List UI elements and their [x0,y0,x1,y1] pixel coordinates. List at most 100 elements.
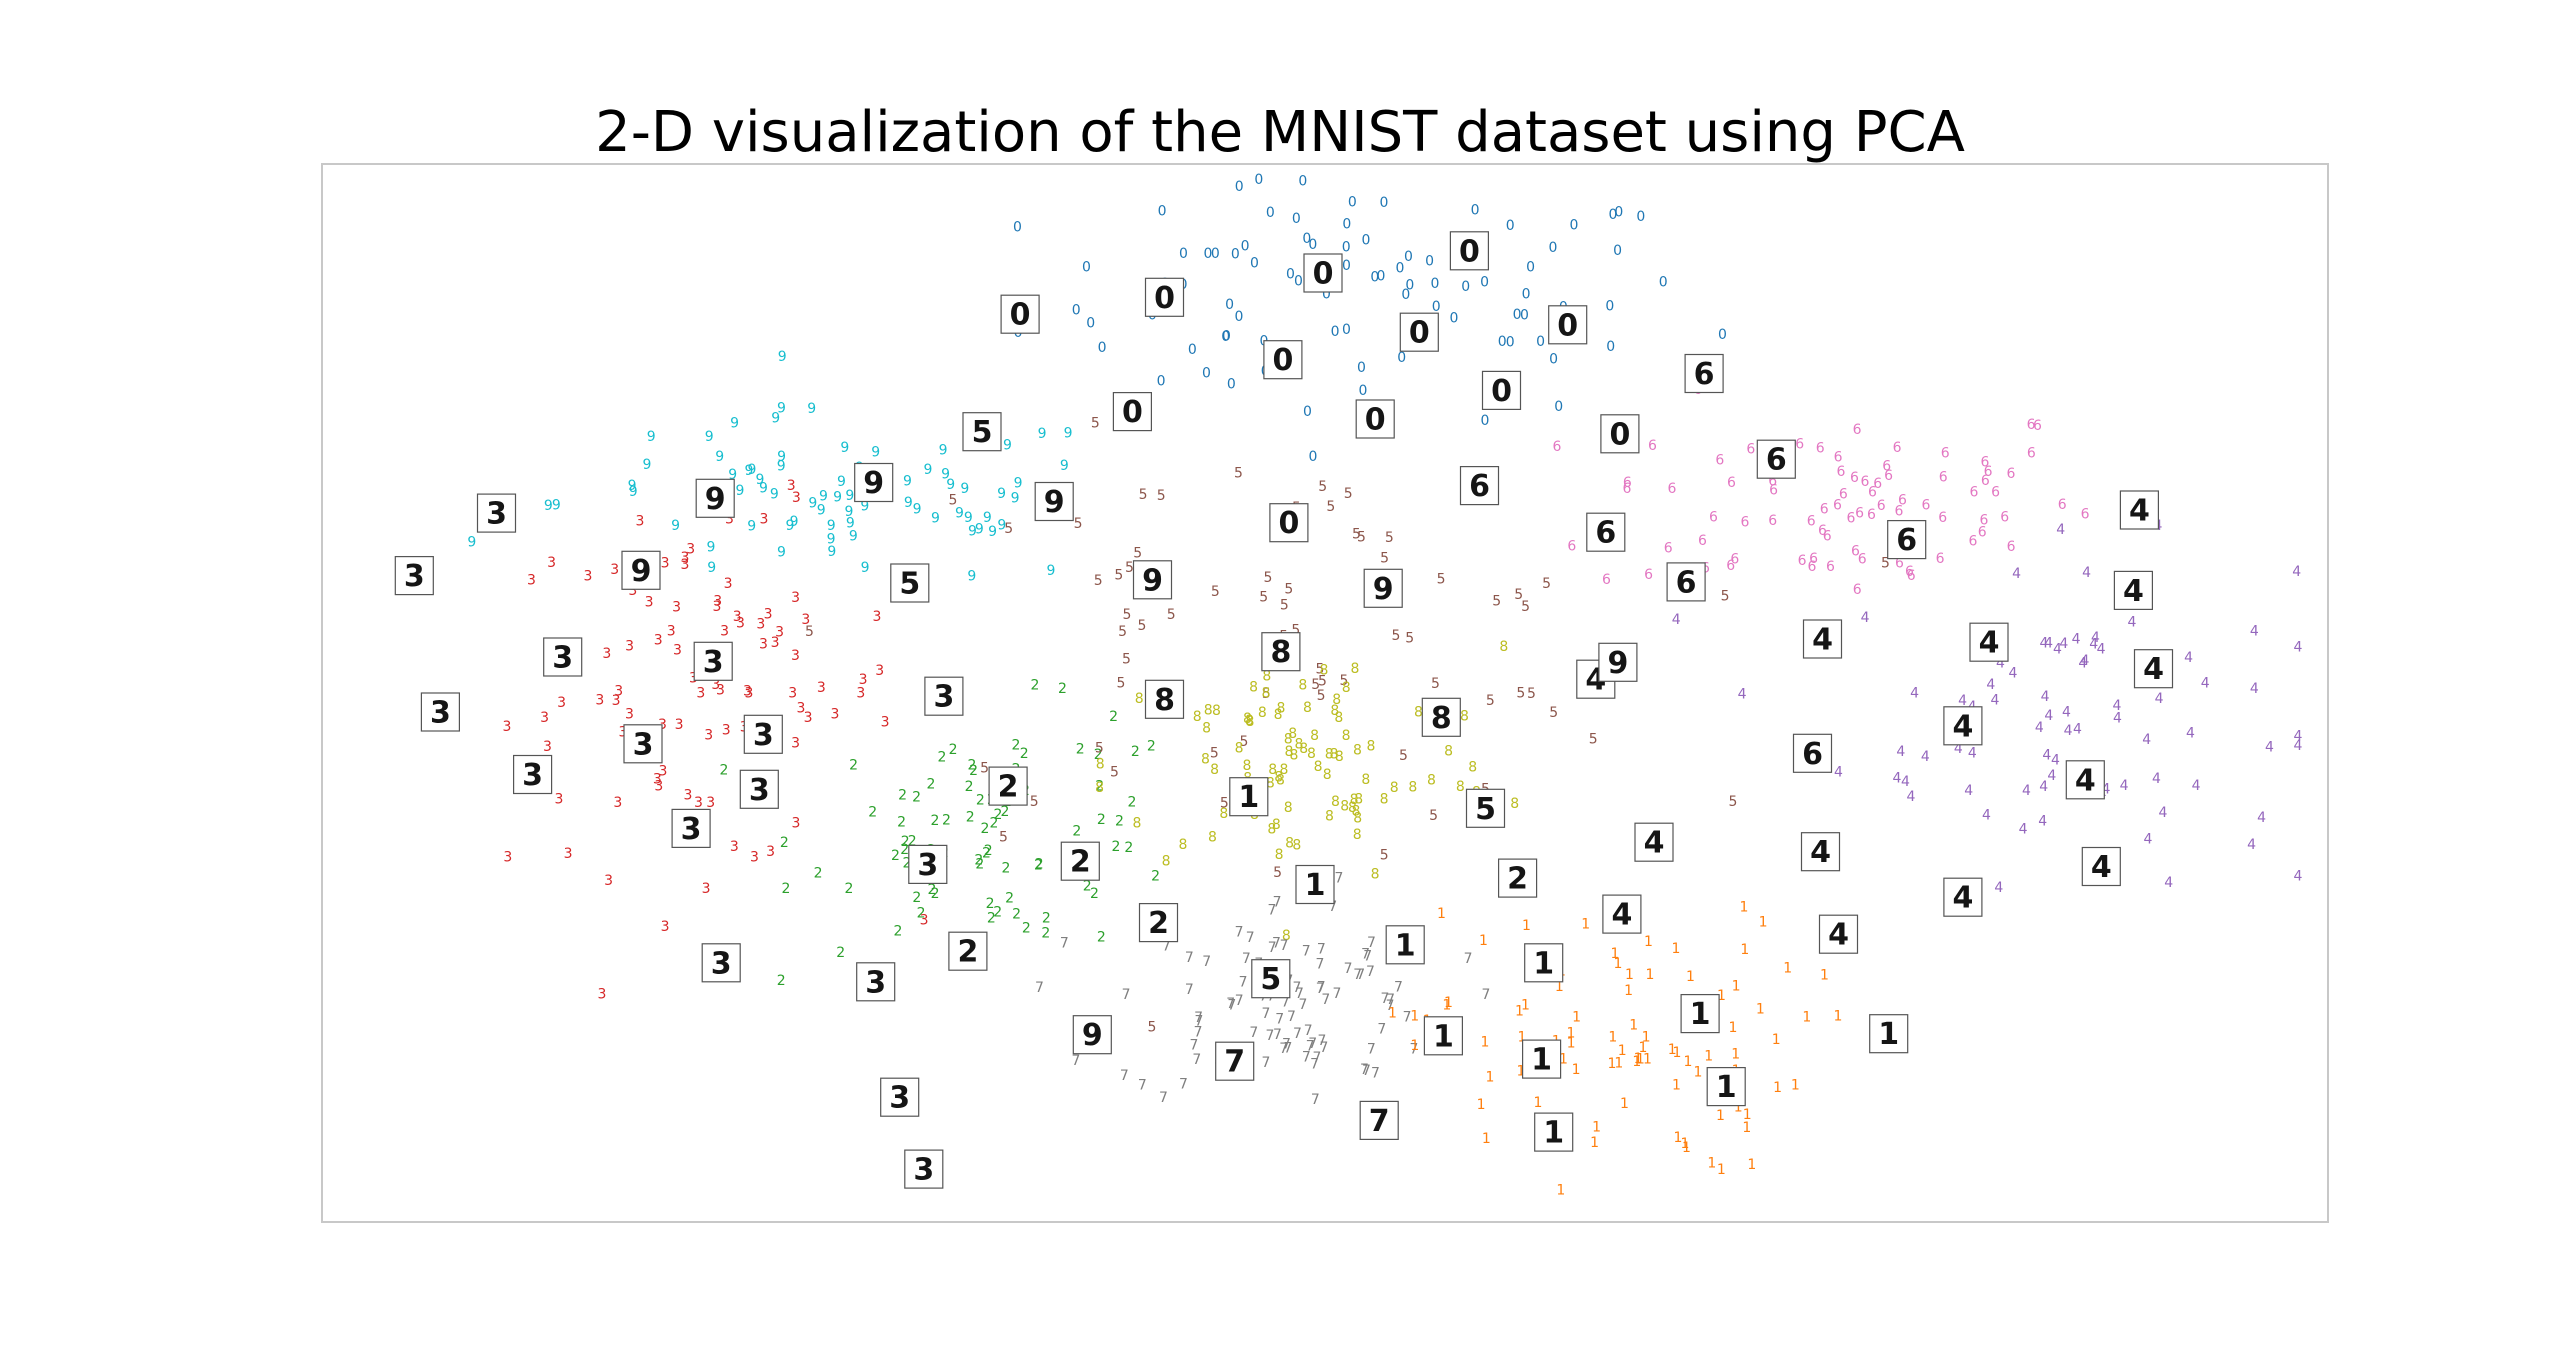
point-digit-9: 9 [1011,491,1020,507]
point-digit-7: 7 [1298,997,1307,1013]
point-digit-7: 7 [1464,951,1473,967]
point-digit-3: 3 [527,572,536,588]
point-digit-0: 0 [1506,218,1515,234]
thumbnail-digit-3: 3 [543,637,583,677]
point-digit-2: 2 [777,973,786,989]
thumbnail-frame [1421,697,1461,737]
point-digit-0: 0 [1086,315,1095,331]
point-digit-8: 8 [1332,692,1341,708]
point-digit-2: 2 [1012,907,1021,923]
point-digit-9: 9 [960,481,969,497]
point-digit-0: 0 [1221,329,1230,345]
point-digit-2: 2 [898,788,907,804]
point-digit-3: 3 [673,643,682,659]
point-digit-5: 5 [1284,581,1293,597]
thumbnail-glyph: 3 [522,758,543,793]
thumbnail-frame [1706,1066,1746,1107]
point-digit-4: 4 [2089,636,2098,652]
point-digit-2: 2 [986,896,995,912]
point-digit-9: 9 [827,532,836,548]
point-digit-4: 4 [2038,813,2047,829]
point-digit-8: 8 [1314,759,1323,775]
point-digit-0: 0 [1266,205,1275,221]
thumbnail-glyph: 0 [1609,417,1630,452]
point-digit-4: 4 [2143,832,2152,848]
thumbnail-digit-6: 6 [1756,439,1796,479]
point-digit-1: 1 [1581,916,1590,932]
point-digit-6: 6 [1552,439,1561,455]
point-digit-5: 5 [1133,546,1142,562]
thumbnail-glyph: 3 [913,1153,934,1188]
thumbnail-frame [1060,841,1100,881]
point-digit-4: 4 [2047,768,2056,784]
point-digit-3: 3 [675,717,684,733]
point-digit-2: 2 [1151,869,1160,885]
point-digit-4: 4 [1672,612,1681,628]
point-digit-8: 8 [1266,776,1275,792]
point-digit-3: 3 [694,795,703,811]
point-digit-0: 0 [1506,335,1515,351]
thumbnail-glyph: 7 [1369,1104,1390,1139]
point-digit-2: 2 [949,742,958,758]
point-digit-3: 3 [635,514,644,530]
point-digit-0: 0 [1549,351,1558,367]
point-digit-9: 9 [643,457,652,473]
point-digit-1: 1 [1673,1045,1682,1061]
thumbnail-glyph: 1 [1716,1070,1737,1105]
point-digit-1: 1 [1590,1135,1599,1151]
point-digit-0: 0 [1471,203,1480,219]
point-digit-3: 3 [804,710,813,726]
point-digit-9: 9 [807,401,816,417]
point-digit-6: 6 [1941,446,1950,462]
thumbnail-digit-1: 1 [1229,777,1269,817]
point-digit-8: 8 [1352,804,1361,820]
point-digit-5: 5 [1357,529,1366,545]
thumbnail-digit-0: 0 [1000,294,1040,334]
point-digit-6: 6 [1907,568,1916,584]
point-digit-2: 2 [928,882,937,898]
point-digit-2: 2 [901,834,910,850]
thumbnail-frame [1524,943,1564,983]
point-digit-9: 9 [975,521,984,537]
point-digit-7: 7 [1295,986,1304,1002]
point-digit-8: 8 [1276,773,1285,789]
point-digit-8: 8 [1408,780,1417,796]
point-digit-0: 0 [1303,404,1312,420]
point-digit-7: 7 [1194,1014,1203,1030]
point-digit-4: 4 [2184,650,2193,666]
point-digit-8: 8 [1456,779,1465,795]
point-digit-6: 6 [1795,436,1804,452]
point-digit-8: 8 [1135,691,1144,707]
thumbnail-frame [962,412,1002,452]
point-digit-9: 9 [790,514,799,530]
point-digit-4: 4 [2042,747,2051,763]
thumbnail-glyph: 0 [1272,343,1293,378]
point-digit-6: 6 [1969,534,1978,550]
point-digit-2: 2 [927,776,936,792]
point-digit-0: 0 [1520,307,1529,323]
thumbnail-frame [2065,760,2105,800]
thumbnail-digit-4: 4 [1634,822,1674,862]
point-digit-1: 1 [1728,1020,1737,1036]
point-digit-3: 3 [730,839,739,855]
point-digit-7: 7 [1293,1026,1302,1042]
thumbnail-frame [1792,733,1833,773]
point-digit-8: 8 [1510,796,1519,812]
point-digit-3: 3 [667,623,676,639]
point-digit-8: 8 [1274,707,1283,723]
point-digit-7: 7 [1246,930,1255,946]
point-digit-6: 6 [1970,485,1979,501]
point-digit-2: 2 [1041,926,1050,942]
point-digit-4: 4 [2142,732,2151,748]
thumbnail-digit-4: 4 [1943,706,1983,746]
thumbnail-glyph: 3 [552,641,573,676]
point-digit-3: 3 [654,632,663,648]
point-digit-9: 9 [778,349,787,365]
thumbnail-frame [1138,902,1179,943]
point-digit-5: 5 [1405,631,1414,647]
point-digit-7: 7 [1282,1037,1291,1053]
point-digit-0: 0 [1072,303,1081,319]
thumbnail-glyph: 0 [1557,308,1578,343]
point-digit-0: 0 [1480,413,1489,429]
point-digit-6: 6 [1984,464,1993,480]
